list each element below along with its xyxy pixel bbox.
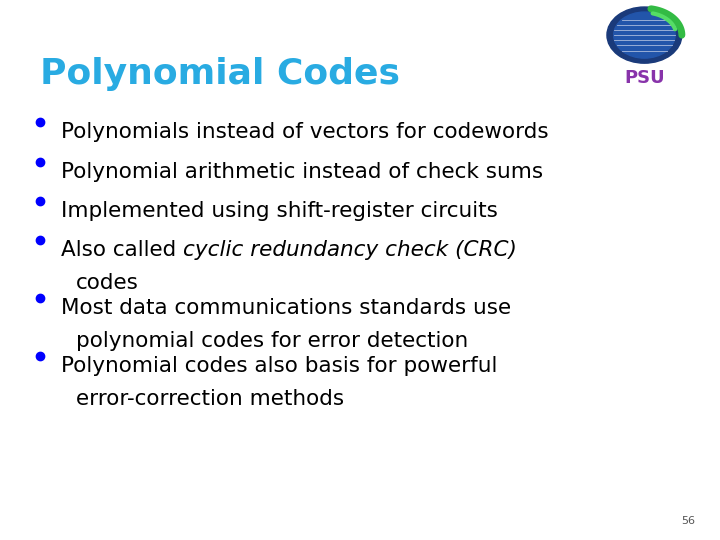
Text: Polynomial Codes: Polynomial Codes xyxy=(40,57,400,91)
Text: Also called: Also called xyxy=(61,240,184,260)
Text: Polynomial codes also basis for powerful: Polynomial codes also basis for powerful xyxy=(61,356,498,376)
Circle shape xyxy=(613,12,675,58)
Text: polynomial codes for error detection: polynomial codes for error detection xyxy=(76,331,468,351)
Text: error-correction methods: error-correction methods xyxy=(76,389,343,409)
Text: Implemented using shift-register circuits: Implemented using shift-register circuit… xyxy=(61,201,498,221)
Text: Most data communications standards use: Most data communications standards use xyxy=(61,298,511,318)
Text: PSU: PSU xyxy=(624,69,665,86)
Text: cyclic redundancy check (CRC): cyclic redundancy check (CRC) xyxy=(184,240,517,260)
Text: Polynomial arithmetic instead of check sums: Polynomial arithmetic instead of check s… xyxy=(61,162,544,182)
Text: Polynomials instead of vectors for codewords: Polynomials instead of vectors for codew… xyxy=(61,122,549,141)
Circle shape xyxy=(607,7,682,63)
Text: 56: 56 xyxy=(681,516,695,526)
Text: codes: codes xyxy=(76,273,138,293)
